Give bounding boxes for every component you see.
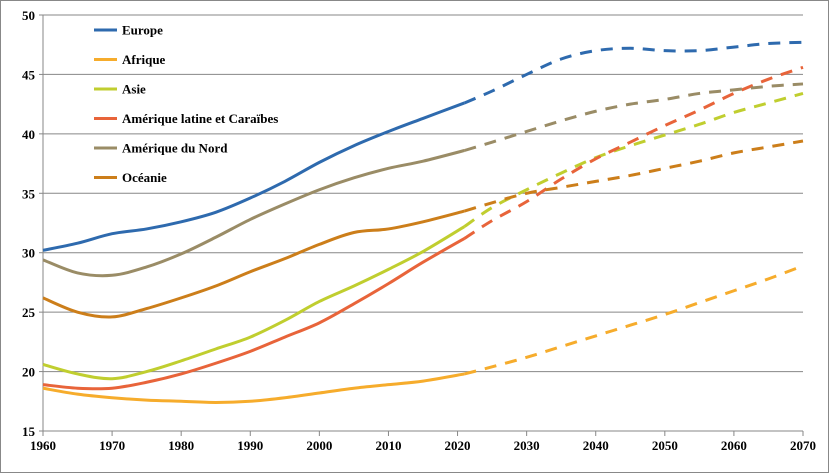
series-line-amerique-latine-et-caraibes-historical xyxy=(42,237,466,391)
series-line-europe-projection xyxy=(463,40,804,105)
x-tick-label: 2000 xyxy=(306,438,332,453)
y-tick-label: 40 xyxy=(22,127,35,142)
x-tick-label: 2040 xyxy=(583,438,609,453)
series-line-amerique-du-nord-projection xyxy=(464,82,804,152)
x-tick-label: 2030 xyxy=(514,438,540,453)
legend-label-afrique: Afrique xyxy=(122,52,166,67)
series-line-afrique-historical xyxy=(42,372,465,404)
legend-label-oceanie: Océanie xyxy=(122,170,167,185)
x-tick-label: 2050 xyxy=(652,438,678,453)
series-line-oceanie-historical xyxy=(42,209,465,319)
legend-label-europe: Europe xyxy=(122,23,163,38)
legend-label-amerique-du-nord: Amérique du Nord xyxy=(122,141,228,156)
x-tick-label: 1990 xyxy=(237,438,263,453)
series-line-afrique-projection xyxy=(464,264,804,376)
x-tick-label: 1970 xyxy=(99,438,125,453)
y-tick-label: 25 xyxy=(22,305,36,320)
series-line-europe-historical xyxy=(42,101,465,252)
x-tick-label: 2060 xyxy=(721,438,747,453)
y-tick-label: 50 xyxy=(22,8,35,23)
series-line-amerique-du-nord-historical xyxy=(42,149,465,278)
axes: 15 20 25 30 35 40 45 50 1960 1970 1980 1990 2000 2010… xyxy=(22,8,816,453)
y-tick-label: 15 xyxy=(22,424,36,439)
series-line-oceanie-projection xyxy=(464,139,804,213)
legend: Europe Afrique Asie Amérique latine et Cara… xyxy=(94,23,278,185)
series-line-asie-historical xyxy=(42,225,466,381)
legend-label-amerique-latine-et-caraibes: Amérique latine et Caraïbes xyxy=(122,111,278,126)
x-tick-label: 2020 xyxy=(445,438,471,453)
y-tick-label: 30 xyxy=(22,246,35,261)
y-tick-label: 35 xyxy=(22,186,36,201)
x-tick-label: 2070 xyxy=(790,438,816,453)
x-tick-label: 1980 xyxy=(168,438,194,453)
x-tick-label: 1960 xyxy=(30,438,56,453)
y-tick-label: 20 xyxy=(22,365,35,380)
series-line-amerique-latine-et-caraibes-projection xyxy=(463,65,804,240)
series-line-asie-projection xyxy=(463,92,804,228)
series-lines xyxy=(42,40,804,404)
gridlines xyxy=(43,14,803,373)
x-tick-label: 2010 xyxy=(375,438,401,453)
legend-label-asie: Asie xyxy=(122,82,146,97)
y-tick-label: 45 xyxy=(22,67,36,82)
